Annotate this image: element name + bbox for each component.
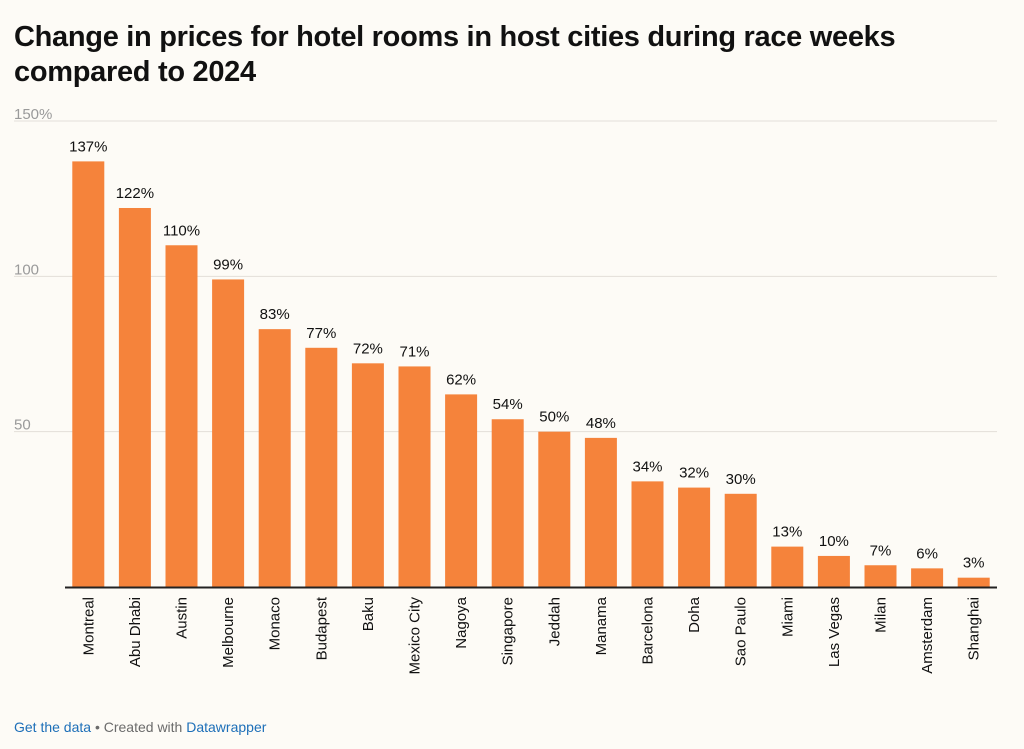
x-tick-label: Abu Dhabi	[127, 597, 144, 667]
bar-jeddah	[538, 431, 571, 587]
get-data-link[interactable]: Get the data	[14, 719, 92, 735]
x-tick-label: Manama	[593, 596, 610, 655]
bar-baku	[351, 363, 384, 587]
bar-melbourne	[212, 279, 245, 587]
bar-barcelona	[631, 481, 664, 587]
value-label: 3%	[963, 555, 985, 572]
value-labels: 137% 122% 110% 99% 83% 77% 72% 71% 62% 54% 50% 48% 3…	[69, 138, 984, 571]
x-tick-label: Singapore	[500, 597, 517, 665]
bar-amsterdam	[911, 568, 944, 587]
bars	[72, 161, 990, 588]
bar-miami	[771, 546, 804, 587]
value-label: 122%	[116, 185, 154, 202]
y-tick-label: 100	[14, 261, 39, 278]
bar-montreal	[72, 161, 105, 588]
bar-chart: 150% 100 50 137% 122% 110% 99% 83% 77% 72% 71% 62%…	[14, 106, 997, 675]
bar-nagoya	[445, 394, 478, 587]
bar-manama	[584, 437, 617, 587]
x-tick-label: Milan	[873, 597, 890, 633]
bar-budapest	[305, 347, 338, 587]
x-tick-label: Monaco	[267, 597, 284, 650]
value-label: 62%	[446, 371, 476, 388]
value-label: 7%	[870, 542, 892, 559]
x-tick-label: Las Vegas	[826, 597, 843, 667]
value-label: 13%	[772, 524, 802, 541]
value-label: 48%	[586, 415, 616, 432]
x-tick-label: Barcelona	[640, 596, 657, 664]
footer: Get the data • Created with Datawrapper	[14, 719, 266, 735]
value-label: 72%	[353, 340, 383, 357]
value-label: 32%	[679, 465, 709, 482]
bar-las-vegas	[817, 555, 850, 587]
bar-singapore	[491, 419, 524, 587]
y-tick-label: 50	[14, 417, 31, 434]
created-with-text: Created with	[103, 719, 183, 735]
x-tick-label: Nagoya	[453, 596, 470, 648]
y-tick-label: 150%	[14, 106, 52, 123]
bar-monaco	[258, 329, 291, 587]
value-label: 6%	[916, 545, 938, 562]
datawrapper-link[interactable]: Datawrapper	[186, 719, 267, 735]
x-tick-label: Sao Paulo	[733, 597, 750, 666]
value-label: 10%	[819, 533, 849, 550]
x-tick-label: Doha	[686, 596, 703, 633]
chart-title: Change in prices for hotel rooms in host…	[14, 21, 896, 88]
x-tick-label: Baku	[360, 597, 377, 631]
value-label: 83%	[260, 306, 290, 323]
bar-abu-dhabi	[118, 207, 151, 587]
value-label: 137%	[69, 138, 107, 155]
x-tick-label: Budapest	[313, 596, 330, 660]
value-label: 77%	[306, 325, 336, 342]
value-label: 71%	[399, 343, 429, 360]
x-tick-label: Miami	[779, 597, 796, 637]
x-tick-label: Shanghai	[966, 597, 983, 660]
footer-separator: •	[94, 719, 100, 735]
gridlines: 150% 100 50	[14, 106, 997, 434]
bar-shanghai	[957, 577, 990, 587]
x-tick-label: Jeddah	[546, 597, 563, 646]
x-tick-label: Montreal	[80, 597, 97, 655]
x-tick-label: Melbourne	[220, 597, 237, 668]
value-label: 99%	[213, 256, 243, 273]
axes: Montreal Abu Dhabi Austin Melbourne Monaco Bu…	[65, 586, 997, 675]
x-tick-label: Austin	[174, 597, 191, 639]
bar-austin	[165, 245, 198, 587]
value-label: 50%	[539, 409, 569, 426]
value-label: 34%	[632, 458, 662, 475]
value-label: 30%	[726, 471, 756, 488]
bar-milan	[864, 565, 897, 587]
bar-doha	[678, 487, 711, 587]
bar-mexico-city	[398, 366, 431, 587]
value-label: 110%	[163, 222, 200, 239]
bar-sao-paulo	[724, 493, 757, 587]
x-tick-label: Mexico City	[407, 597, 424, 675]
value-label: 54%	[493, 396, 523, 413]
x-tick-label: Amsterdam	[919, 597, 936, 674]
